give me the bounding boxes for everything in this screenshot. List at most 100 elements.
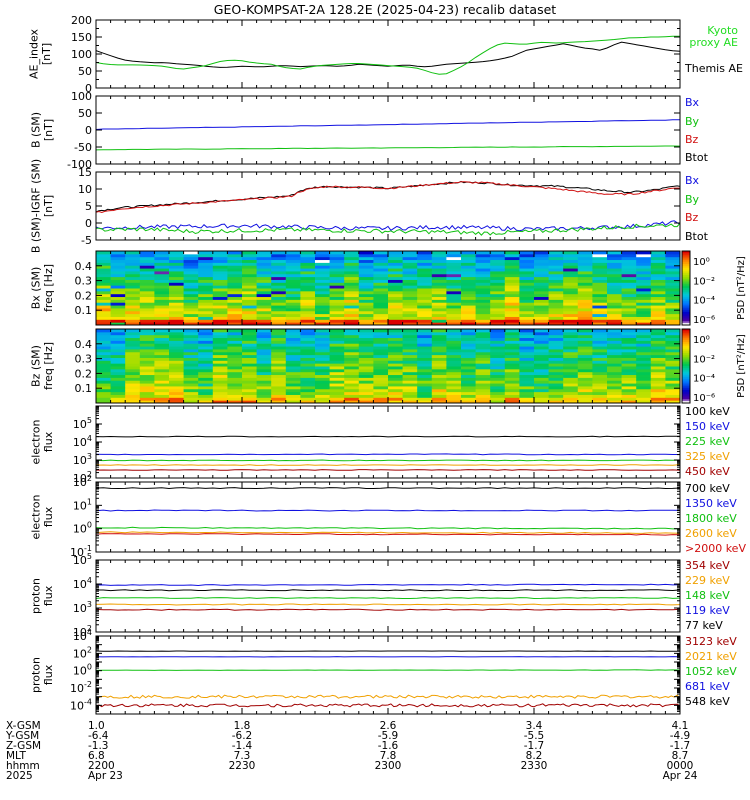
spectrogram-cell bbox=[431, 385, 447, 390]
spectrogram-cell bbox=[490, 354, 506, 358]
spectrogram-cell bbox=[665, 299, 681, 303]
legend-entry: 3123 keV bbox=[685, 635, 737, 648]
spectrogram-cell bbox=[285, 307, 301, 312]
spectrogram-cell bbox=[636, 299, 652, 303]
spectrogram-cell bbox=[110, 285, 126, 289]
spectrogram-cell bbox=[212, 253, 228, 258]
spectrogram-cell bbox=[607, 334, 623, 339]
spectrogram-cell bbox=[636, 385, 652, 390]
spectrogram-cell bbox=[242, 262, 258, 266]
spectrogram-cell bbox=[388, 279, 404, 283]
spectrogram-cell bbox=[344, 299, 360, 303]
spectrogram-cell bbox=[242, 282, 258, 286]
spectrogram-cell bbox=[548, 348, 564, 353]
spectrogram-cell bbox=[548, 259, 564, 263]
spectrogram-cell bbox=[271, 363, 287, 367]
spectrogram-cell bbox=[154, 397, 170, 401]
spectrogram-cell bbox=[650, 337, 666, 341]
spectrogram-cell bbox=[650, 305, 666, 309]
spectrogram-cell bbox=[256, 380, 272, 384]
spectrogram-cell bbox=[534, 371, 550, 376]
spectrogram-cell bbox=[198, 337, 214, 341]
spectrogram-cell bbox=[563, 400, 579, 404]
spectrogram-cell bbox=[665, 391, 681, 395]
spectrogram-cell bbox=[154, 285, 170, 289]
spectrogram-cell bbox=[198, 346, 214, 350]
ephemeris-row-label: MLT bbox=[6, 750, 26, 762]
colorbar-swatch bbox=[682, 315, 690, 319]
spectrogram-cell bbox=[402, 351, 418, 356]
spectrogram-cell bbox=[198, 397, 214, 401]
spectrogram-cell bbox=[461, 259, 477, 263]
spectrogram-cell bbox=[329, 397, 345, 401]
spectrogram-cell bbox=[388, 394, 404, 398]
spectrogram-cell bbox=[139, 346, 155, 350]
spectrogram-cell bbox=[621, 290, 637, 295]
spectrogram-cell bbox=[125, 268, 141, 272]
spectrogram-cell bbox=[475, 276, 491, 280]
spectrogram-cell bbox=[417, 354, 433, 358]
tick-base: 10 bbox=[73, 523, 87, 536]
spectrogram-cell bbox=[183, 299, 199, 303]
spectrogram-cell bbox=[402, 305, 418, 309]
tick-base: 10 bbox=[73, 476, 87, 489]
spectrogram-cell bbox=[344, 319, 360, 323]
spectrogram-cell bbox=[227, 290, 243, 295]
spectrogram-cell bbox=[271, 329, 287, 333]
spectrogram-cell bbox=[475, 305, 491, 309]
spectrogram-cell bbox=[96, 268, 112, 272]
spectrogram-cell bbox=[358, 385, 374, 390]
spectrogram-cell bbox=[490, 383, 506, 387]
spectrogram-cell bbox=[519, 394, 535, 398]
spectrogram-cell bbox=[344, 251, 360, 255]
colorbar-swatch bbox=[682, 388, 690, 391]
spectrogram-cell bbox=[125, 368, 141, 373]
spectrogram-cell bbox=[417, 348, 433, 353]
spectrogram-cell bbox=[650, 366, 666, 370]
spectrogram-cell bbox=[227, 383, 243, 387]
spectrogram-cell bbox=[344, 354, 360, 358]
spectrogram-cell bbox=[563, 296, 579, 300]
spectrogram-cell bbox=[621, 397, 637, 401]
spectrogram-cell bbox=[227, 288, 243, 292]
spectrogram-cell bbox=[431, 388, 447, 393]
spectrogram-cell bbox=[490, 371, 506, 376]
spectrogram-cell bbox=[285, 319, 301, 323]
spectrogram-cell bbox=[650, 391, 666, 395]
spectrogram-cell bbox=[285, 265, 301, 269]
spectrogram-cell bbox=[169, 296, 185, 300]
spectrogram-cell bbox=[315, 329, 331, 333]
spectrogram-cell bbox=[271, 366, 287, 370]
colorbar-swatch bbox=[682, 364, 690, 367]
spectrogram-cell bbox=[256, 285, 272, 289]
colorbar-swatch bbox=[682, 256, 690, 259]
spectrogram-cell bbox=[198, 380, 214, 384]
spectrogram-cell bbox=[548, 380, 564, 384]
spectrogram-cells bbox=[96, 251, 681, 326]
spectrogram-cell bbox=[402, 302, 418, 306]
colorbar-swatch bbox=[682, 251, 690, 254]
spectrogram-cell bbox=[461, 302, 477, 306]
spectrogram-cell bbox=[183, 302, 199, 306]
spectrogram-cell bbox=[431, 374, 447, 378]
spectrogram-cell bbox=[490, 377, 506, 381]
spectrogram-cell bbox=[271, 337, 287, 341]
spectrogram-cell bbox=[592, 388, 608, 393]
spectrogram-cell bbox=[461, 299, 477, 303]
spectrogram-cell bbox=[169, 391, 185, 395]
spectrogram-cell bbox=[534, 270, 550, 275]
spectrogram-cell bbox=[461, 360, 477, 364]
spectrogram-cell bbox=[519, 251, 535, 255]
spectrogram-cell bbox=[373, 334, 389, 339]
y-tick-label: 200 bbox=[71, 14, 92, 27]
spectrogram-cell bbox=[110, 268, 126, 272]
spectrogram-cell bbox=[169, 285, 185, 289]
spectrogram-cell bbox=[519, 310, 535, 315]
spectrogram-cell bbox=[110, 273, 126, 278]
spectrogram-cell bbox=[577, 354, 593, 358]
spectrogram-cell bbox=[650, 329, 666, 333]
spectrogram-cell bbox=[227, 377, 243, 381]
series-119kev bbox=[96, 583, 680, 587]
